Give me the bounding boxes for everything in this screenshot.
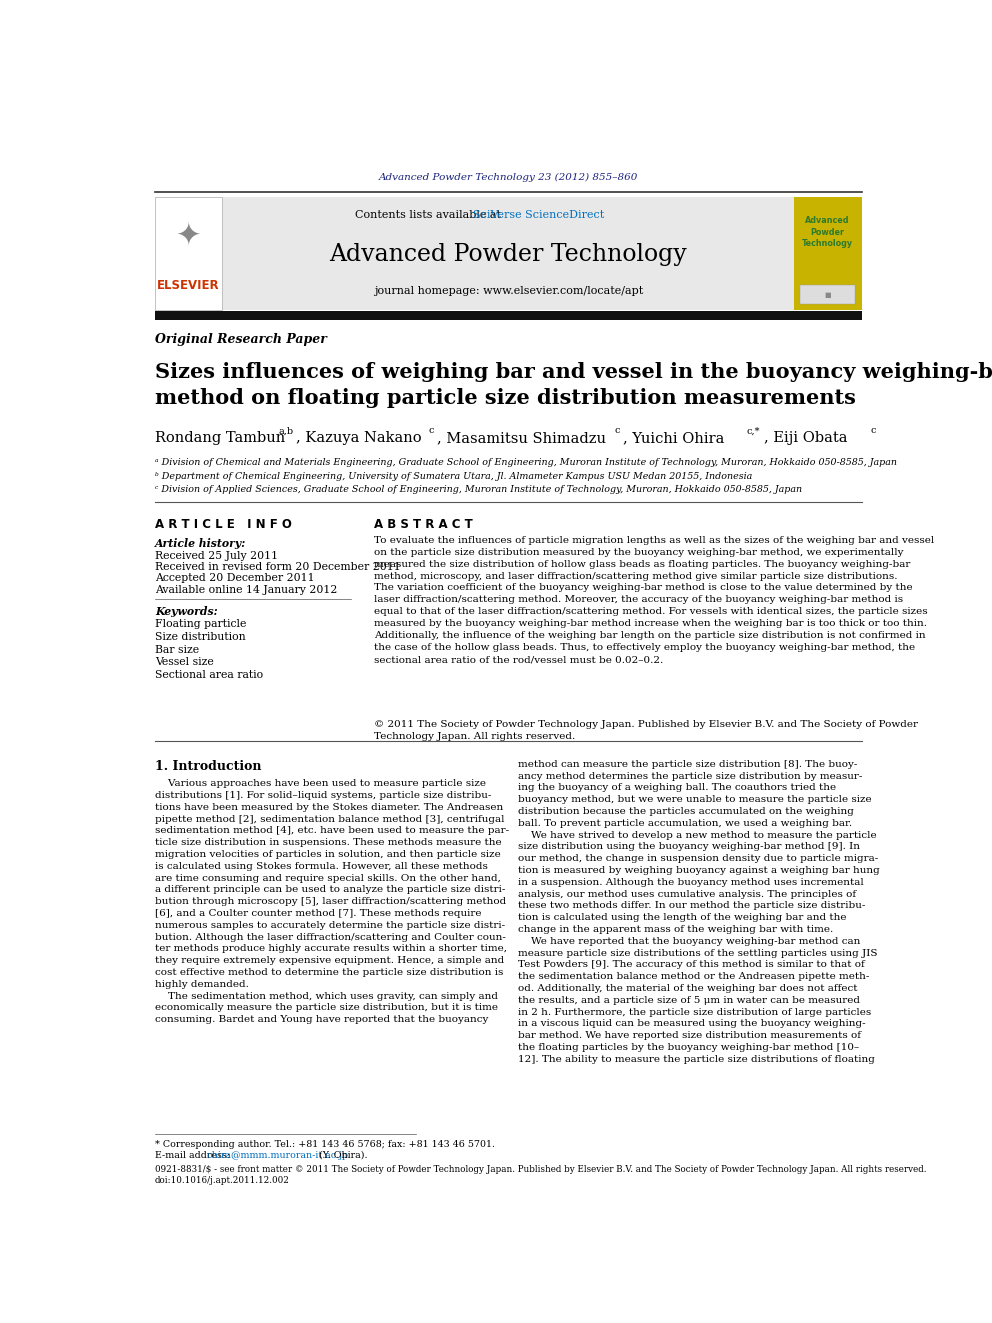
Text: Sectional area ratio: Sectional area ratio xyxy=(155,671,263,680)
Text: 1. Introduction: 1. Introduction xyxy=(155,759,261,773)
Text: method can measure the particle size distribution [8]. The buoy-
ancy method det: method can measure the particle size dis… xyxy=(518,759,879,1064)
Text: a,b: a,b xyxy=(279,426,294,435)
Text: ✦: ✦ xyxy=(176,222,201,250)
Text: Original Research Paper: Original Research Paper xyxy=(155,332,326,345)
Text: c,*: c,* xyxy=(746,426,760,435)
FancyBboxPatch shape xyxy=(794,197,862,310)
Text: ■: ■ xyxy=(824,292,830,298)
Text: c: c xyxy=(429,426,434,435)
Text: A B S T R A C T: A B S T R A C T xyxy=(374,519,472,532)
Text: SciVerse ScienceDirect: SciVerse ScienceDirect xyxy=(473,210,604,220)
Text: Floating particle: Floating particle xyxy=(155,619,246,630)
Text: , Yuichi Ohira: , Yuichi Ohira xyxy=(623,431,724,445)
Text: Advanced
Powder
Technology: Advanced Powder Technology xyxy=(802,216,853,249)
Text: journal homepage: www.elsevier.com/locate/apt: journal homepage: www.elsevier.com/locat… xyxy=(374,286,643,296)
Text: , Kazuya Nakano: , Kazuya Nakano xyxy=(297,431,422,445)
Text: Received 25 July 2011: Received 25 July 2011 xyxy=(155,550,278,561)
Text: ᶜ Division of Applied Sciences, Graduate School of Engineering, Muroran Institut: ᶜ Division of Applied Sciences, Graduate… xyxy=(155,484,802,493)
Text: * Corresponding author. Tel.: +81 143 46 5768; fax: +81 143 46 5701.: * Corresponding author. Tel.: +81 143 46… xyxy=(155,1140,495,1148)
Text: Received in revised form 20 December 2011: Received in revised form 20 December 201… xyxy=(155,562,401,572)
Text: E-mail address:: E-mail address: xyxy=(155,1151,233,1160)
FancyBboxPatch shape xyxy=(155,311,862,320)
Text: Contents lists available at: Contents lists available at xyxy=(355,210,504,220)
Text: To evaluate the influences of particle migration lengths as well as the sizes of: To evaluate the influences of particle m… xyxy=(374,536,934,664)
Text: ELSEVIER: ELSEVIER xyxy=(158,279,220,291)
Text: Article history:: Article history: xyxy=(155,537,246,549)
FancyBboxPatch shape xyxy=(155,197,222,310)
Text: Available online 14 January 2012: Available online 14 January 2012 xyxy=(155,585,337,594)
Text: © 2011 The Society of Powder Technology Japan. Published by Elsevier B.V. and Th: © 2011 The Society of Powder Technology … xyxy=(374,720,918,741)
Text: Rondang Tambun: Rondang Tambun xyxy=(155,431,285,445)
FancyBboxPatch shape xyxy=(800,284,855,304)
Text: ᵃ Division of Chemical and Materials Engineering, Graduate School of Engineering: ᵃ Division of Chemical and Materials Eng… xyxy=(155,458,897,467)
Text: ohira@mmm.muroran-it.ac.jp: ohira@mmm.muroran-it.ac.jp xyxy=(206,1151,348,1160)
Text: , Masamitsu Shimadzu: , Masamitsu Shimadzu xyxy=(437,431,606,445)
Text: 0921-8831/$ - see front matter © 2011 The Society of Powder Technology Japan. Pu: 0921-8831/$ - see front matter © 2011 Th… xyxy=(155,1166,927,1185)
Text: Vessel size: Vessel size xyxy=(155,658,213,667)
Text: (Y. Ohira).: (Y. Ohira). xyxy=(316,1151,368,1160)
Text: Sizes influences of weighing bar and vessel in the buoyancy weighing-bar
method : Sizes influences of weighing bar and ves… xyxy=(155,363,992,407)
Text: ᵇ Department of Chemical Engineering, University of Sumatera Utara, Jl. Almamete: ᵇ Department of Chemical Engineering, Un… xyxy=(155,471,752,480)
Text: Bar size: Bar size xyxy=(155,644,198,655)
Text: c: c xyxy=(614,426,620,435)
Text: c: c xyxy=(870,426,876,435)
Text: Size distribution: Size distribution xyxy=(155,632,245,642)
Text: Advanced Powder Technology: Advanced Powder Technology xyxy=(329,243,687,266)
FancyBboxPatch shape xyxy=(222,197,794,310)
Text: A R T I C L E   I N F O: A R T I C L E I N F O xyxy=(155,519,292,532)
Text: Keywords:: Keywords: xyxy=(155,606,217,617)
Text: Various approaches have been used to measure particle size
distributions [1]. Fo: Various approaches have been used to mea… xyxy=(155,779,509,1024)
Text: Advanced Powder Technology 23 (2012) 855–860: Advanced Powder Technology 23 (2012) 855… xyxy=(379,172,638,181)
Text: Accepted 20 December 2011: Accepted 20 December 2011 xyxy=(155,573,314,583)
Text: , Eiji Obata: , Eiji Obata xyxy=(764,431,847,445)
